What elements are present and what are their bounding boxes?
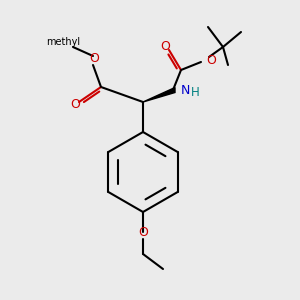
Text: O: O [70,98,80,112]
Text: O: O [206,55,216,68]
Text: N: N [181,83,190,97]
Text: methyl: methyl [46,37,80,47]
Text: H: H [191,85,200,98]
Text: O: O [160,40,170,52]
Text: O: O [89,52,99,65]
Text: O: O [138,226,148,239]
Polygon shape [143,88,175,102]
